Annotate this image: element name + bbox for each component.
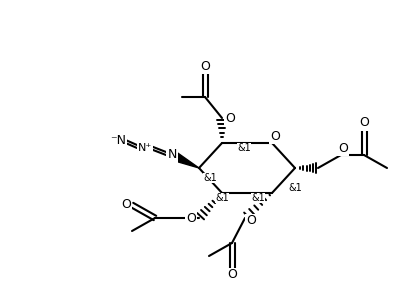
Text: O: O xyxy=(186,211,196,225)
Text: O: O xyxy=(225,111,235,124)
Text: O: O xyxy=(270,129,280,143)
Text: O: O xyxy=(227,268,237,282)
Text: &1: &1 xyxy=(203,173,217,183)
Polygon shape xyxy=(170,151,199,168)
Text: O: O xyxy=(246,214,256,228)
Text: O: O xyxy=(121,198,131,211)
Text: &1: &1 xyxy=(251,193,265,203)
Text: N⁺: N⁺ xyxy=(138,143,152,153)
Text: &1: &1 xyxy=(237,143,251,153)
Text: O: O xyxy=(200,59,210,72)
Text: O: O xyxy=(359,116,369,129)
Text: O: O xyxy=(338,141,348,154)
Text: N: N xyxy=(167,148,177,162)
Text: &1: &1 xyxy=(215,193,229,203)
Text: &1: &1 xyxy=(288,183,302,193)
Text: ⁻N: ⁻N xyxy=(110,135,126,148)
